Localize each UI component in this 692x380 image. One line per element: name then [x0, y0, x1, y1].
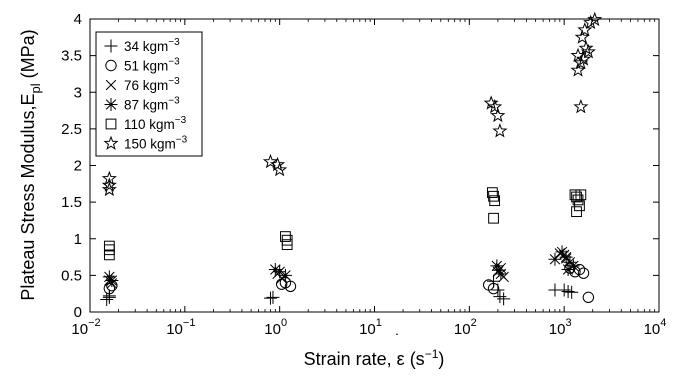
data-point: [266, 290, 280, 304]
data-point: [102, 289, 116, 303]
x-tick-label: 102: [454, 317, 477, 338]
data-point: [548, 252, 562, 266]
data-point: [284, 280, 297, 293]
data-point: [487, 98, 503, 114]
data-point: [574, 200, 585, 212]
data-point: [575, 189, 587, 201]
data-point: [483, 95, 499, 110]
data-point: [280, 231, 291, 242]
data-point: [263, 291, 277, 305]
data-point: [582, 291, 595, 304]
x-tick-label: 104: [644, 317, 667, 338]
data-point: [101, 170, 117, 186]
x-tick-label: 10−2: [71, 317, 100, 338]
data-point: [493, 290, 507, 304]
data-point: [490, 259, 504, 273]
data-point: [559, 250, 573, 264]
data-point: [268, 263, 282, 277]
x-tick-label: 100: [264, 317, 287, 338]
legend-label: 51 kgm−3: [124, 57, 180, 74]
data-point: [105, 274, 119, 288]
data-point: [487, 282, 500, 295]
data-point: [262, 153, 279, 169]
data-point: [497, 292, 511, 306]
legend-label: 110 kgm−3: [124, 115, 187, 132]
y-axis-label: Plateau Stress Modulus,Epl (MPa): [18, 29, 43, 300]
y-tick-label: 1: [74, 231, 82, 248]
legend-marker: [105, 118, 117, 130]
data-point: [272, 161, 288, 177]
y-tick-label: 1.5: [61, 194, 82, 211]
legend-label: 87 kgm−3: [124, 96, 180, 113]
data-point: [575, 51, 592, 66]
legend-label: 150 kgm−3: [124, 135, 188, 152]
data-point: [570, 47, 586, 63]
series-pentagram: [101, 11, 603, 197]
data-point: [571, 191, 582, 203]
y-tick-label: 3: [74, 84, 82, 101]
data-point: [571, 206, 582, 218]
data-point: [573, 98, 589, 114]
data-point: [577, 267, 590, 279]
legend-marker: [104, 39, 118, 53]
data-point: [573, 55, 589, 70]
data-point: [570, 62, 586, 77]
x-tick-label: 10−1: [166, 317, 195, 338]
data-point: [101, 181, 117, 197]
data-point: [561, 284, 575, 298]
legend-marker: [105, 59, 117, 72]
data-point: [578, 40, 594, 55]
x-axis-label: Strain rate, ε (s−1): [304, 347, 445, 369]
data-point: [580, 44, 596, 59]
legend-item: 110 kgm−3: [105, 115, 187, 132]
legend-item: 76 kgm−3: [105, 76, 180, 93]
y-tick-label: 4: [74, 11, 82, 28]
y-tick-label: 2.5: [61, 121, 82, 138]
data-point: [494, 267, 508, 281]
x-axis-label-dot: ˙: [395, 332, 400, 349]
legend-label: 76 kgm−3: [124, 76, 180, 93]
series-star: [102, 245, 580, 288]
data-point: [490, 107, 506, 123]
data-point: [278, 268, 292, 282]
data-points: [100, 11, 603, 307]
legend-item: 150 kgm−3: [103, 135, 188, 152]
legend-label: 34 kgm−3: [124, 37, 180, 54]
x-tick-label: 101: [359, 317, 382, 338]
data-point: [487, 187, 498, 198]
data-point: [100, 293, 114, 307]
data-point: [102, 270, 116, 284]
data-point: [492, 123, 508, 138]
data-point: [587, 11, 603, 27]
data-point: [555, 245, 569, 259]
legend-marker: [104, 98, 118, 111]
series-square: [103, 187, 587, 261]
data-point: [281, 239, 293, 250]
legend-item: 51 kgm−3: [105, 57, 180, 74]
data-point: [488, 212, 499, 224]
legend-item: 87 kgm−3: [104, 96, 180, 113]
axis-ticks: 10−2 10−1 100 101 102 103 104 0 0.5 1 1.5 2 2.5 3 3.5 4: [61, 11, 666, 338]
data-point: [577, 22, 593, 37]
data-point: [273, 265, 287, 279]
data-point: [101, 177, 117, 192]
legend-box: [95, 31, 203, 157]
data-point: [566, 259, 580, 273]
y-tick-label: 2: [74, 158, 82, 175]
data-point: [489, 195, 501, 207]
y-tick-label: 0.5: [61, 267, 82, 284]
x-tick-label: 103: [549, 317, 572, 338]
legend-marker: [105, 79, 117, 91]
legend: 34 kgm−3 51 kgm−3 76 kgm−3 87 kgm−3 110 kgm−…: [95, 31, 203, 157]
data-point: [103, 249, 115, 261]
data-point: [574, 29, 590, 44]
legend-item: 34 kgm−3: [104, 37, 180, 54]
y-tick-label: 0: [74, 304, 82, 321]
legend-marker: [103, 135, 119, 150]
data-point: [561, 263, 575, 277]
y-tick-label: 3.5: [61, 48, 82, 65]
data-point: [565, 285, 579, 299]
data-point: [492, 263, 506, 277]
